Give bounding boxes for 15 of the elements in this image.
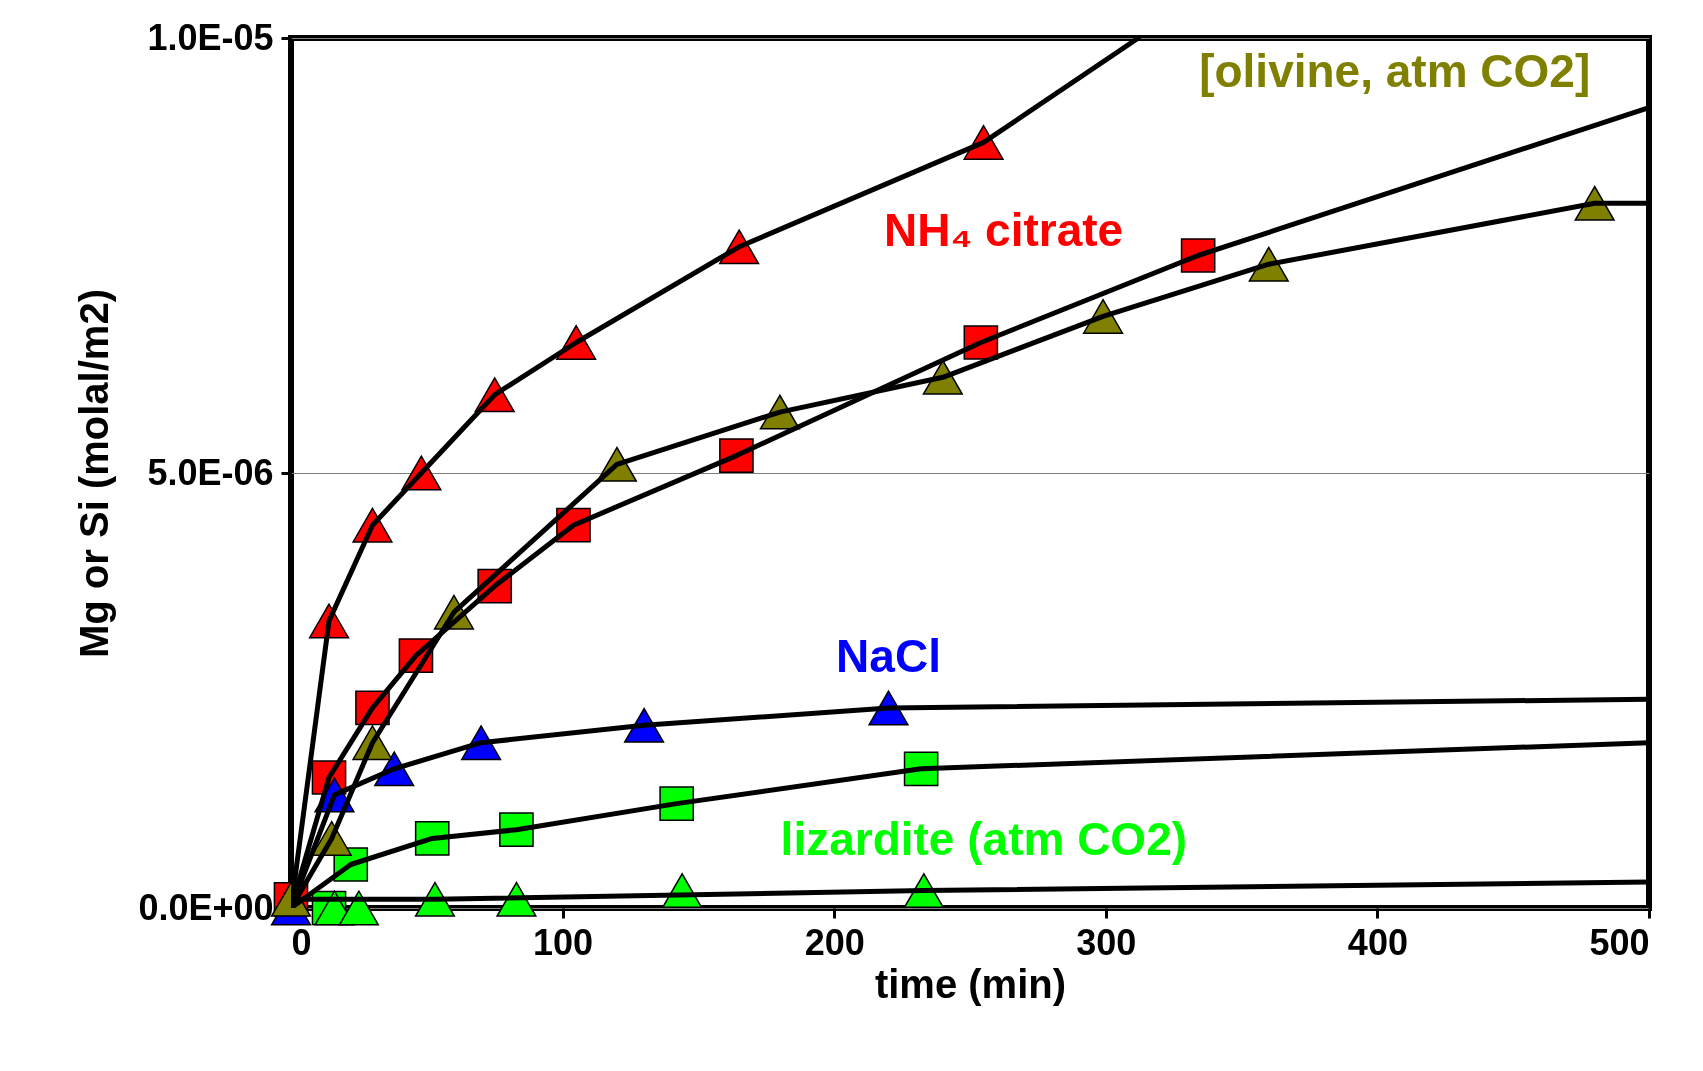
y-axis-title: Mg or Si (molal/m2) [72, 289, 117, 658]
series-label: NaCl [836, 629, 941, 682]
y-tick-label: 0.0E+00 [138, 886, 274, 928]
x-tick-label: 100 [533, 921, 594, 963]
x-tick-label: 0 [291, 921, 312, 963]
y-tick-label: 1.0E-05 [147, 16, 274, 58]
series-label: [olivine, atm CO2] [1199, 45, 1591, 98]
x-tick-label: 400 [1347, 921, 1408, 963]
x-tick-label: 300 [1076, 921, 1137, 963]
x-axis-title: time (min) [874, 961, 1067, 1006]
y-tick-label: 5.0E-06 [147, 451, 274, 493]
series-label: NH₄ citrate [883, 204, 1124, 257]
series-label: lizardite (atm CO2) [780, 812, 1188, 865]
x-tick-label: 200 [804, 921, 865, 963]
x-tick-label: 500 [1589, 921, 1650, 963]
